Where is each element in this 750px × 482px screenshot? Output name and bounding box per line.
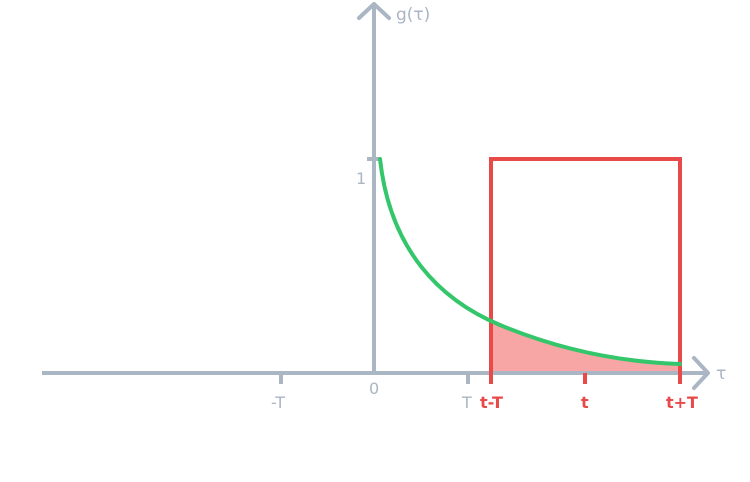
window-pulse	[489, 157, 682, 384]
y-tick-label-one: 1	[356, 169, 366, 188]
y-axis-arrowhead	[357, 2, 391, 20]
x-axis-arrowhead	[692, 356, 710, 390]
x-tick-label-T: T	[461, 393, 472, 412]
x-tick-label-t: t	[581, 393, 589, 412]
x-tick-label-t-minus-T: t-T	[480, 393, 503, 412]
x-axis-label: τ	[716, 364, 726, 384]
x-tick-label-zero: 0	[369, 379, 379, 398]
overlap-shaded-area	[491, 320, 680, 373]
y-axis-label: g(τ)	[396, 5, 430, 25]
x-tick-label-neg-T: -T	[271, 393, 285, 412]
x-tick-label-t-plus-T: t+T	[666, 393, 698, 412]
decay-curve	[378, 157, 682, 366]
